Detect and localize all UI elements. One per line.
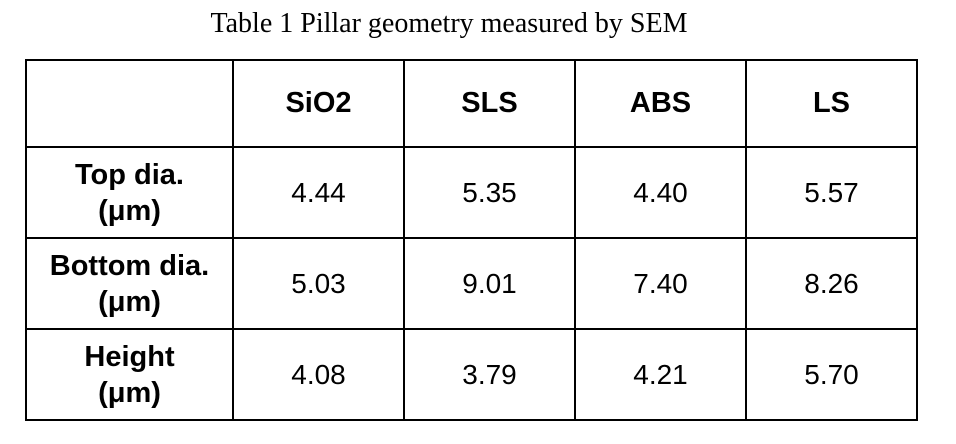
column-header: LS bbox=[745, 59, 918, 148]
data-row: Height (μm) 4.08 3.79 4.21 5.70 bbox=[25, 328, 918, 421]
data-row: Top dia. (μm) 4.44 5.35 4.40 5.57 bbox=[25, 146, 918, 239]
row-unit: (μm) bbox=[98, 285, 161, 318]
value-cell: 4.40 bbox=[574, 146, 747, 239]
data-table: SiO2 SLS ABS LS Top dia. (μm) 4.44 5.35 4.40 5.5… bbox=[25, 59, 918, 421]
header-row: SiO2 SLS ABS LS bbox=[25, 59, 918, 148]
row-header: Bottom dia. (μm) bbox=[25, 237, 234, 330]
row-header: Height (μm) bbox=[25, 328, 234, 421]
value-cell: 4.08 bbox=[232, 328, 405, 421]
value-cell: 4.21 bbox=[574, 328, 747, 421]
value-cell: 7.40 bbox=[574, 237, 747, 330]
value-cell: 4.44 bbox=[232, 146, 405, 239]
value-cell: 5.57 bbox=[745, 146, 918, 239]
value-cell: 5.03 bbox=[232, 237, 405, 330]
row-label: Top dia. bbox=[74, 158, 184, 191]
row-label: Height bbox=[84, 340, 175, 373]
value-cell: 3.79 bbox=[403, 328, 576, 421]
row-unit: (μm) bbox=[98, 376, 161, 409]
value-cell: 5.70 bbox=[745, 328, 918, 421]
column-header: SLS bbox=[403, 59, 576, 148]
row-header: Top dia. (μm) bbox=[25, 146, 234, 239]
data-row: Bottom dia. (μm) 5.03 9.01 7.40 8.26 bbox=[25, 237, 918, 330]
table-title: Table 1 Pillar geometry measured by SEM bbox=[210, 8, 688, 39]
column-header: ABS bbox=[574, 59, 747, 148]
value-cell: 8.26 bbox=[745, 237, 918, 330]
column-header: SiO2 bbox=[232, 59, 405, 148]
row-unit: (μm) bbox=[98, 194, 161, 227]
corner-cell bbox=[25, 59, 234, 148]
row-label: Bottom dia. bbox=[49, 249, 210, 282]
value-cell: 9.01 bbox=[403, 237, 576, 330]
value-cell: 5.35 bbox=[403, 146, 576, 239]
